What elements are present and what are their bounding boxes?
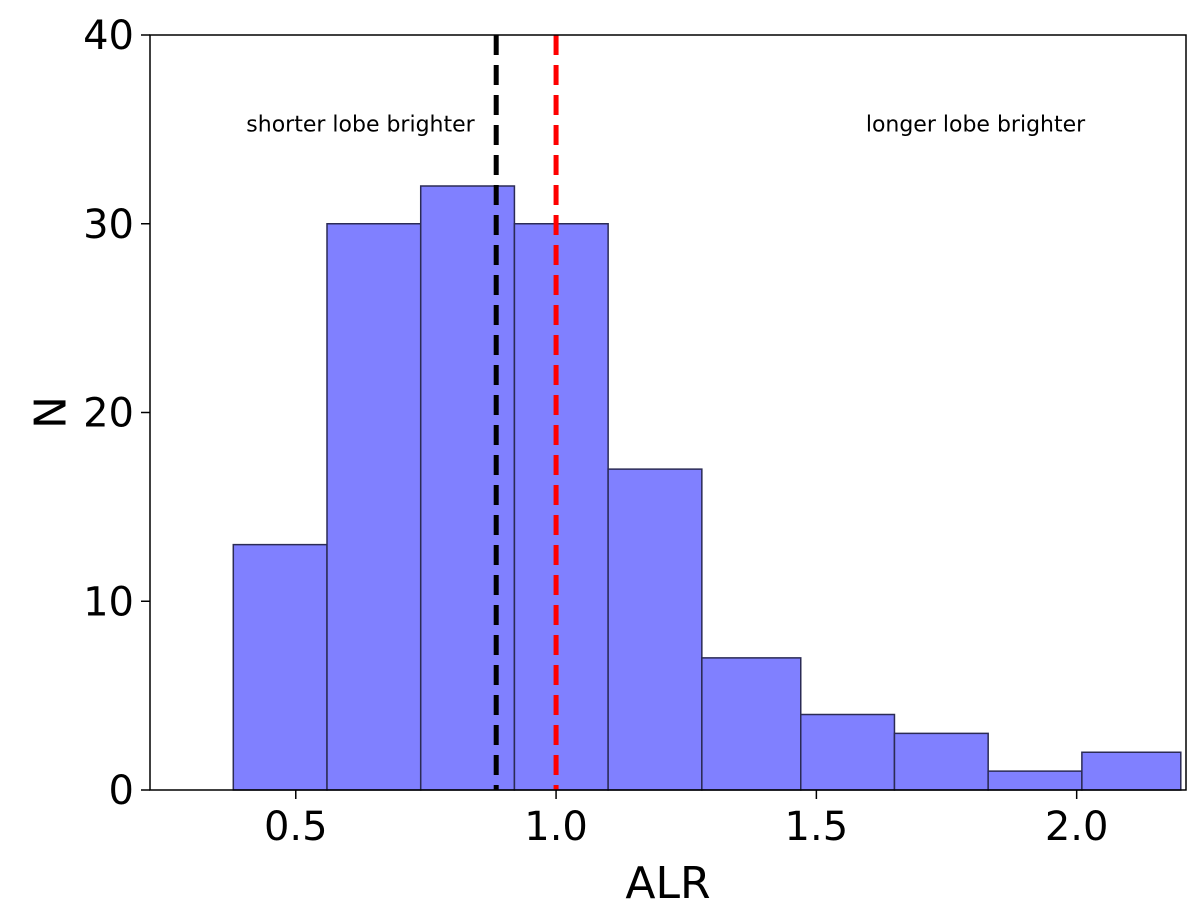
histogram-bar	[893, 732, 989, 791]
histogram-bar	[326, 223, 422, 791]
y-tick-label: 0	[109, 768, 134, 814]
histogram-bar	[607, 468, 703, 791]
x-axis-title: ALR	[625, 858, 710, 909]
histogram-bar	[232, 543, 328, 791]
y-axis: 0 10 20 30 40	[83, 13, 150, 814]
y-tick-label: 40	[83, 13, 134, 59]
histogram-bar	[513, 223, 609, 791]
x-tick-label: 1.5	[785, 804, 849, 850]
histogram-bar	[1081, 751, 1182, 791]
annotation-shorter-lobe: shorter lobe brighter	[246, 113, 475, 138]
x-tick-label: 1.0	[524, 804, 588, 850]
x-axis: 0.5 1.0 1.5 2.0	[264, 790, 1109, 850]
annotation-longer-lobe: longer lobe brighter	[866, 113, 1086, 138]
bars-layer	[232, 185, 1182, 791]
reference-lines-layer	[493, 35, 559, 790]
y-axis-title: N	[25, 396, 76, 429]
histogram-bar	[987, 770, 1083, 791]
histogram-bar	[419, 185, 516, 791]
histogram-bar	[800, 713, 896, 791]
y-tick-label: 10	[83, 579, 134, 625]
y-tick-label: 20	[83, 391, 134, 437]
annotations-layer: shorter lobe brighter longer lobe brighte…	[246, 113, 1086, 138]
y-tick-label: 30	[83, 202, 134, 248]
x-tick-label: 0.5	[264, 804, 328, 850]
x-tick-label: 2.0	[1045, 804, 1109, 850]
histogram-bar	[701, 657, 802, 791]
